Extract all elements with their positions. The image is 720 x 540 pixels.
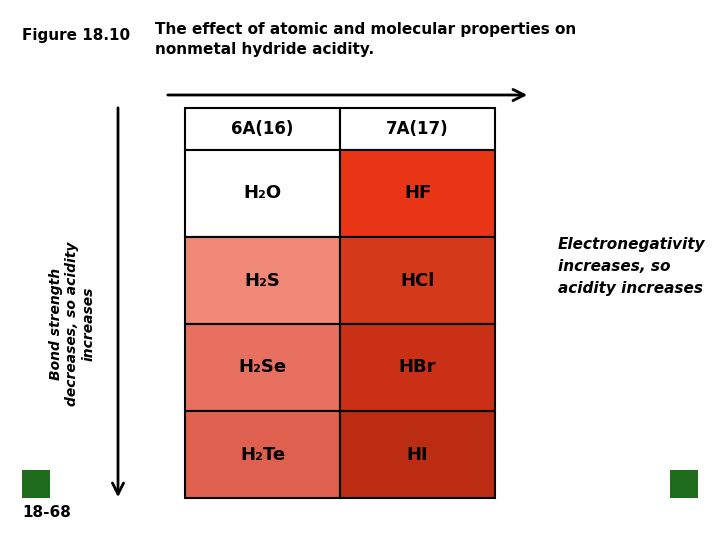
Text: Bond strength
decreases, so acidity
increases: Bond strength decreases, so acidity incr… <box>49 242 95 406</box>
FancyBboxPatch shape <box>185 108 340 150</box>
Bar <box>340 411 495 498</box>
Bar <box>185 411 340 498</box>
Text: Figure 18.10: Figure 18.10 <box>22 28 130 43</box>
Text: Electronegativity
increases, so
acidity increases: Electronegativity increases, so acidity … <box>558 237 706 296</box>
Text: H₂Se: H₂Se <box>238 359 287 376</box>
FancyBboxPatch shape <box>340 108 495 150</box>
Bar <box>185 324 340 411</box>
Text: HCl: HCl <box>400 272 435 289</box>
FancyBboxPatch shape <box>670 470 698 498</box>
FancyBboxPatch shape <box>22 470 50 498</box>
Text: H₂O: H₂O <box>243 185 282 202</box>
Text: 6A(16): 6A(16) <box>231 120 294 138</box>
Text: 7A(17): 7A(17) <box>386 120 449 138</box>
Text: H₂S: H₂S <box>245 272 280 289</box>
Bar <box>340 150 495 237</box>
Bar <box>340 324 495 411</box>
Text: HI: HI <box>407 446 428 463</box>
Text: The effect of atomic and molecular properties on
nonmetal hydride acidity.: The effect of atomic and molecular prope… <box>155 22 576 57</box>
Bar <box>185 237 340 324</box>
Text: HF: HF <box>404 185 431 202</box>
Bar <box>185 150 340 237</box>
Text: HBr: HBr <box>399 359 436 376</box>
Text: H₂Te: H₂Te <box>240 446 285 463</box>
Bar <box>340 237 495 324</box>
Text: 18-68: 18-68 <box>22 505 71 520</box>
